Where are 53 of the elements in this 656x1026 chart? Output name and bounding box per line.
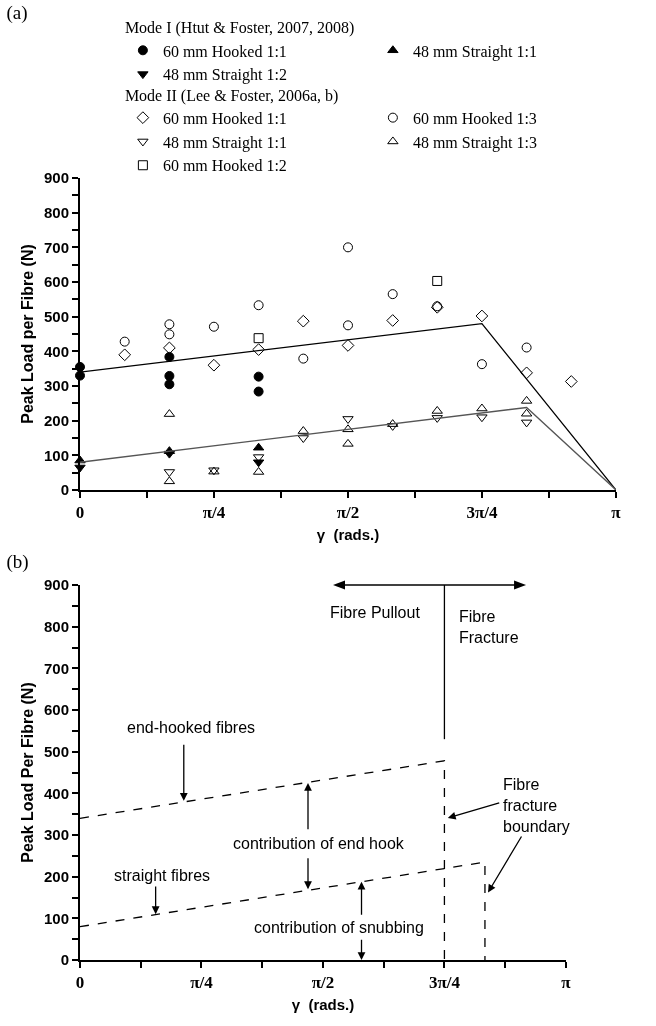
x-tick-label: 3π/4	[466, 503, 498, 523]
x-tick-label: π/4	[190, 973, 214, 993]
y-tick-label: 700	[43, 659, 69, 677]
x-axis-title: γ (rads.)	[316, 525, 380, 543]
x-tick-label: π/4	[202, 503, 226, 523]
legend-label: 48 mm Straight 1:1	[162, 133, 287, 152]
annotation: end-hooked fibres	[127, 719, 256, 736]
legend-label: 48 mm Straight 1:1	[412, 42, 537, 61]
x-axis-title: γ (rads.)	[291, 995, 355, 1013]
annotation: Fibre Fracture	[459, 608, 519, 646]
y-tick-label: 500	[43, 742, 69, 760]
x-tick-label: π	[611, 503, 622, 523]
y-tick-label: 900	[43, 576, 69, 594]
y-tick-label: 600	[43, 273, 69, 291]
x-tick-label: 3π/4	[428, 973, 461, 993]
y-tick-label: 200	[43, 411, 69, 429]
y-axis-title: Peak Load Per Fibre (N)	[19, 682, 37, 863]
legend-label: 60 mm Hooked 1:1	[162, 42, 287, 60]
y-tick-label: 900	[43, 169, 69, 187]
y-tick-label: 700	[43, 238, 69, 256]
y-tick-label: 800	[43, 617, 69, 635]
y-tick-label: 400	[43, 342, 69, 360]
chart-title: (a)	[6, 1, 28, 24]
y-tick-label: 300	[43, 377, 69, 395]
y-tick-label: 800	[43, 203, 69, 221]
y-axis-title: Peak Load per Fibre (N)	[19, 244, 37, 424]
x-tick-label: π/2	[311, 973, 335, 993]
x-tick-label: π/2	[336, 503, 360, 523]
y-tick-label: 600	[43, 701, 69, 719]
y-tick-label: 100	[43, 909, 69, 927]
legend-label: 60 mm Hooked 1:2	[162, 157, 287, 175]
y-tick-label: 400	[43, 784, 69, 802]
text: Mode I (Htut & Foster, 2007, 2008)	[124, 19, 355, 37]
y-tick-label: 100	[43, 446, 69, 464]
y-tick-label: 500	[43, 307, 69, 325]
y-tick-label: 200	[43, 867, 69, 885]
y-tick-label: 0	[60, 951, 69, 969]
legend-label: 60 mm Hooked 1:3	[412, 109, 537, 127]
x-tick-label: 0	[75, 973, 85, 993]
x-tick-label: 0	[75, 503, 85, 523]
annotation: contribution of end hook	[233, 835, 405, 852]
annotation: Fibre fracture boundary	[503, 776, 570, 835]
legend-label: 48 mm Straight 1:3	[412, 133, 537, 152]
text: Mode II (Lee & Foster, 2006a, b)	[124, 86, 339, 104]
legend-label: 60 mm Hooked 1:1	[162, 109, 287, 127]
annotation: contribution of snubbing	[254, 919, 424, 936]
y-tick-label: 300	[43, 826, 69, 844]
y-tick-label: 0	[60, 481, 69, 499]
chart-title: (b)	[6, 551, 29, 573]
legend-label: 48 mm Straight 1:2	[162, 66, 287, 85]
annotation: Fibre Pullout	[330, 604, 421, 621]
annotation: straight fibres	[114, 867, 211, 884]
x-tick-label: π	[561, 973, 572, 993]
